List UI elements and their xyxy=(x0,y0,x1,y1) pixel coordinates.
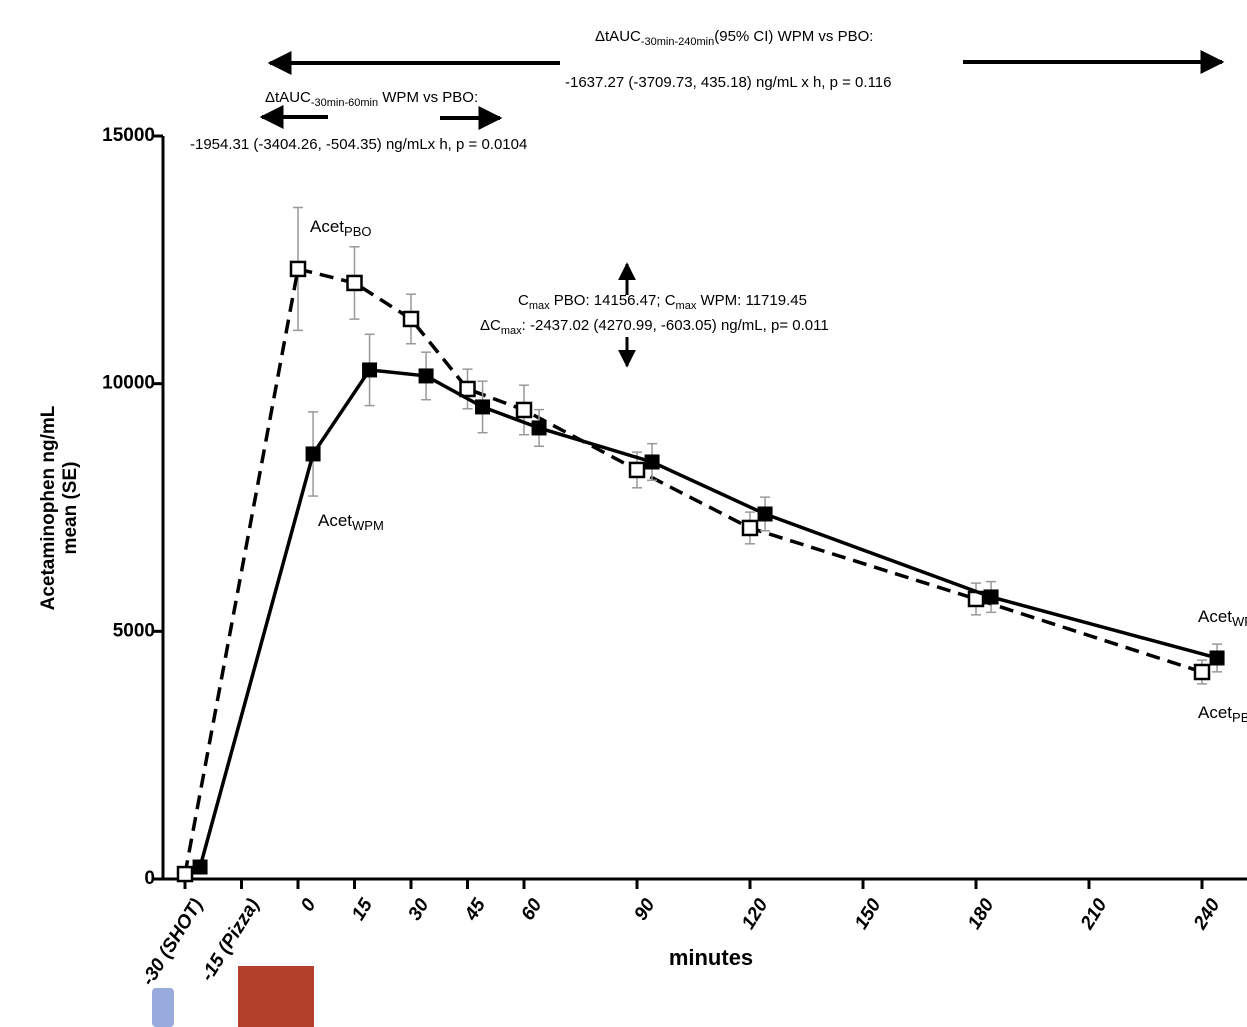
marker xyxy=(348,276,362,290)
x-tick-label: 90 xyxy=(630,895,659,924)
annotation-part: WPM vs PBO: xyxy=(378,89,478,106)
annotation: ΔtAUC-30min-60min WPM vs PBO: xyxy=(265,89,478,109)
marker xyxy=(419,369,433,383)
x-tick-label: 150 xyxy=(851,895,886,933)
annotation-part: WPM xyxy=(352,518,384,533)
x-tick-label: 45 xyxy=(460,895,490,925)
y-axis-label: Acetaminophen ng/mL xyxy=(38,405,59,610)
marker xyxy=(404,312,418,326)
x-axis-label: minutes xyxy=(669,945,753,970)
annotation-part: max xyxy=(676,300,697,312)
annotation-part: -1637.27 (-3709.73, 435.18) ng/mL x h, p… xyxy=(565,74,891,91)
x-tick-label: 30 xyxy=(404,895,433,924)
annotation: Cmax PBO: 14156.47; Cmax WPM: 11719.45 xyxy=(518,292,807,312)
annotation: -1637.27 (-3709.73, 435.18) ng/mL x h, p… xyxy=(565,74,891,91)
annotation-part: -1954.31 (-3404.26, -504.35) ng/mLx h, p… xyxy=(190,136,527,153)
y-tick-label: 15000 xyxy=(102,125,155,146)
pizza-icon xyxy=(238,966,314,1027)
marker xyxy=(1210,651,1224,665)
annotation: ΔCmax: -2437.02 (4270.99, -603.05) ng/mL… xyxy=(480,317,829,337)
x-tick-label: 0 xyxy=(297,895,321,915)
marker xyxy=(758,507,772,521)
series-line xyxy=(185,269,1202,874)
annotation: ΔtAUC-30min-240min(95% CI) WPM vs PBO: xyxy=(595,28,873,48)
marker xyxy=(984,590,998,604)
annotation-part: Acet xyxy=(318,511,352,530)
annotation-part: PBO xyxy=(1232,710,1247,725)
annotation-part: -30min-60min xyxy=(311,97,378,109)
marker xyxy=(743,521,757,535)
y-axis-label: mean (SE) xyxy=(60,462,81,555)
y-tick-label: 10000 xyxy=(102,373,155,394)
annotation-part: C xyxy=(518,292,529,309)
marker xyxy=(461,382,475,396)
marker xyxy=(645,455,659,469)
marker xyxy=(476,400,490,414)
chart: minutes Acetaminophen ng/mL mean (SE) 0 5… xyxy=(0,0,1247,1027)
marker xyxy=(291,262,305,276)
annotation-part: Acet xyxy=(310,217,344,236)
marker xyxy=(178,867,192,881)
product-icons xyxy=(152,966,314,1027)
annotation-part: WPM: 11719.45 xyxy=(696,292,807,309)
x-tick-label: -30 (SHOT) xyxy=(138,895,208,989)
series-line xyxy=(200,370,1217,867)
marker xyxy=(630,463,644,477)
x-tick-label: 15 xyxy=(348,895,377,924)
marker xyxy=(517,403,531,417)
annotation-part: WPM xyxy=(1232,614,1247,629)
y-tick-label: 0 xyxy=(144,868,155,889)
x-tick-label: 180 xyxy=(964,895,999,933)
annotation-part: PBO: 14156.47; C xyxy=(550,292,676,309)
annotation: AcetWPM xyxy=(318,511,384,533)
annotation-part: (95% CI) WPM vs PBO: xyxy=(714,28,873,45)
annotation: AcetWPM xyxy=(1198,607,1247,629)
x-tick-label: 120 xyxy=(738,895,773,933)
annotation-part: max xyxy=(529,300,550,312)
annotation-part: max xyxy=(501,325,522,337)
marker xyxy=(363,363,377,377)
marker xyxy=(193,860,207,874)
annotation: AcetPBO xyxy=(1198,703,1247,725)
marker xyxy=(532,421,546,435)
annotation-part: PBO xyxy=(344,224,371,239)
x-tick-label: 240 xyxy=(1189,895,1224,934)
shot-icon xyxy=(152,988,174,1027)
annotation: -1954.31 (-3404.26, -504.35) ng/mLx h, p… xyxy=(190,136,527,153)
annotation: AcetPBO xyxy=(310,217,372,239)
annotation-part: Acet xyxy=(1198,607,1232,626)
annotation-part: ΔtAUC xyxy=(595,28,641,45)
annotation-part: ΔC xyxy=(480,317,501,334)
marker xyxy=(1195,665,1209,679)
marker xyxy=(306,447,320,461)
y-tick-label: 5000 xyxy=(113,620,155,641)
annotation-part: -30min-240min xyxy=(641,36,714,48)
annotation-part: ΔtAUC xyxy=(265,89,311,106)
annotation-part: Acet xyxy=(1198,703,1232,722)
x-tick-label: 210 xyxy=(1076,895,1111,934)
x-tick-label: 60 xyxy=(517,895,546,924)
annotation-part: : -2437.02 (4270.99, -603.05) ng/mL, p= … xyxy=(522,317,829,334)
